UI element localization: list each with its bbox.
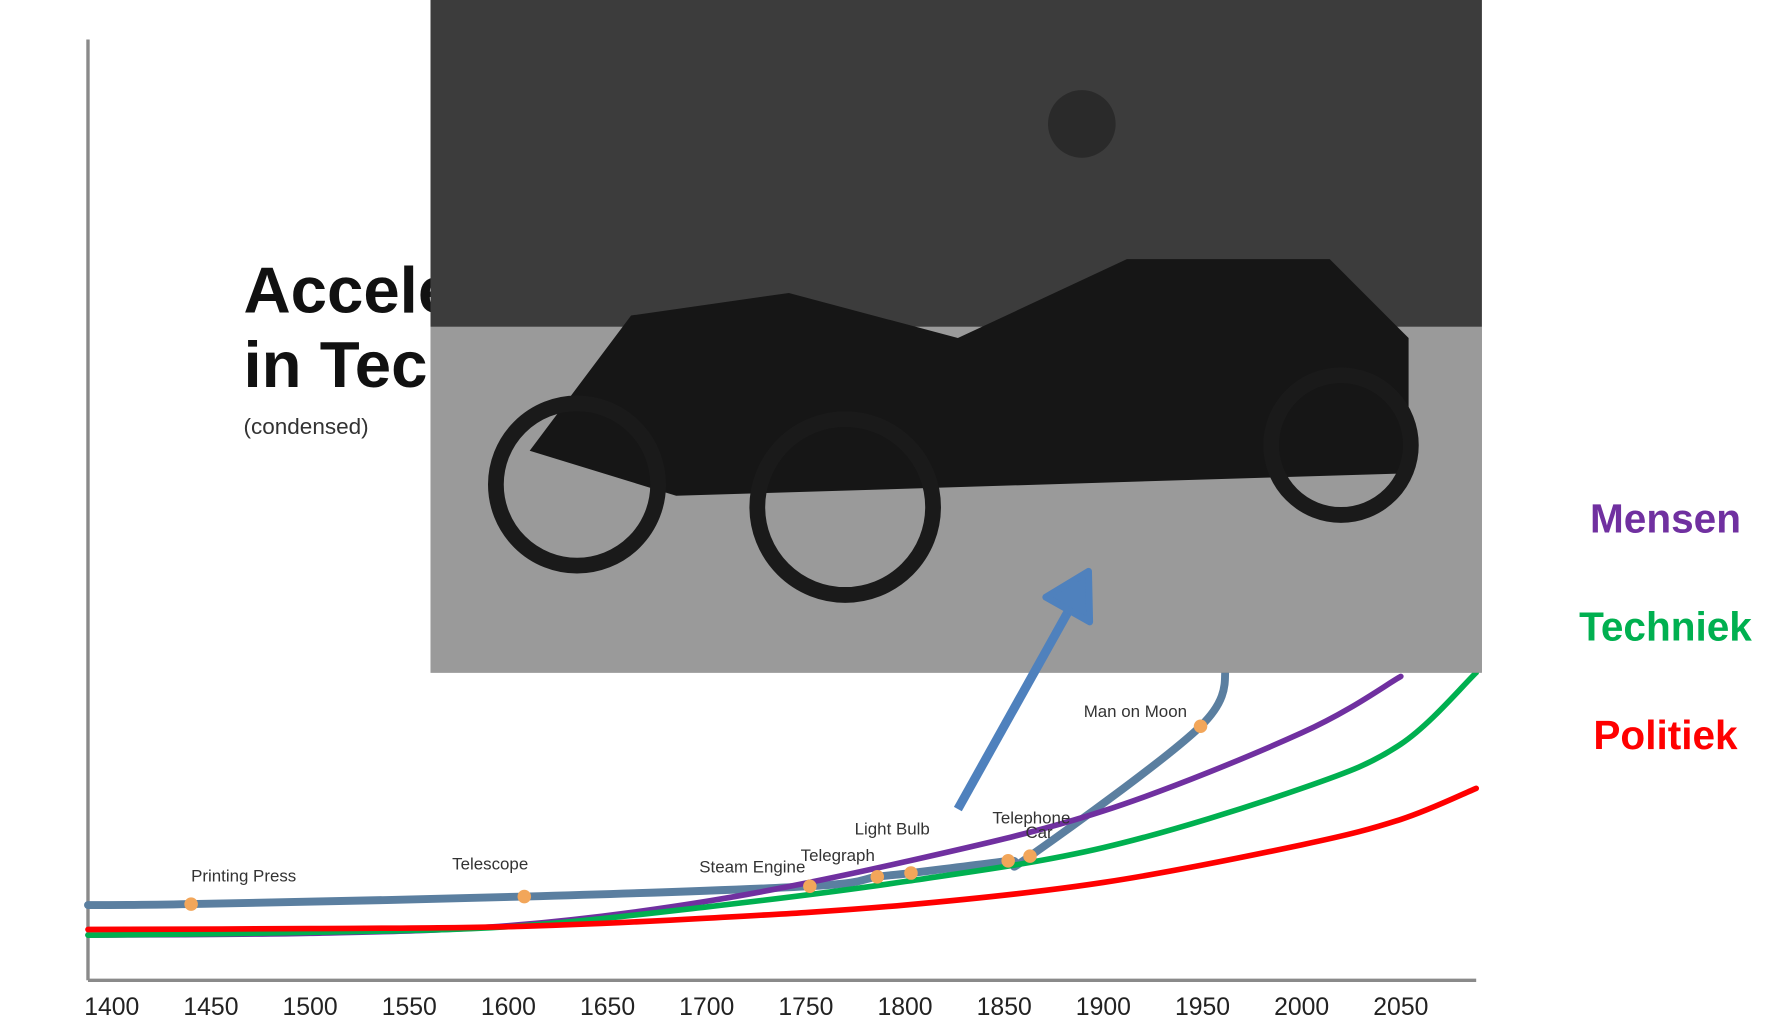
- event-label: Telescope: [452, 854, 528, 873]
- x-tick-label: 2050: [1373, 994, 1428, 1021]
- x-tick-label: 1400: [84, 994, 139, 1021]
- x-tick-label: 1450: [183, 994, 238, 1021]
- x-tick-label: 1850: [977, 994, 1032, 1021]
- event-label: Man on Moon: [1084, 702, 1187, 721]
- x-tick-label: 1750: [778, 994, 833, 1021]
- event-marker: [871, 870, 885, 884]
- legend-entry: Techniek: [1579, 604, 1752, 650]
- page: Acceleration in Technology (condensed) 1…: [0, 0, 1767, 1022]
- event-marker: [1194, 720, 1208, 734]
- x-tick-label: 1500: [283, 994, 338, 1021]
- legend-entry: Politiek: [1593, 712, 1738, 758]
- photo-driver: [1048, 90, 1116, 158]
- event-label: Light Bulb: [855, 820, 930, 839]
- x-tick-label: 1700: [679, 994, 734, 1021]
- x-tick-label: 1650: [580, 994, 635, 1021]
- event-label: Steam Engine: [699, 858, 805, 877]
- x-tick-label: 1900: [1076, 994, 1131, 1021]
- event-label: Printing Press: [191, 867, 296, 886]
- series-line: [88, 673, 1476, 936]
- event-marker: [1023, 849, 1037, 863]
- photo: [431, 0, 1482, 673]
- event-marker: [904, 866, 918, 880]
- event-label: Telegraph: [801, 846, 875, 865]
- slide: Acceleration in Technology (condensed) 1…: [0, 0, 1767, 1022]
- legend-entry: Mensen: [1590, 495, 1741, 541]
- x-tick-label: 1950: [1175, 994, 1230, 1021]
- x-tick-label: 1600: [481, 994, 536, 1021]
- event-marker: [184, 897, 198, 911]
- legend: Mensen Techniek Politiek: [1579, 495, 1752, 757]
- event-label: Car: [1025, 823, 1053, 842]
- event-marker: [1001, 854, 1015, 868]
- series-line: [88, 676, 1401, 935]
- x-tick-label: 1550: [382, 994, 437, 1021]
- event-marker: [803, 879, 817, 893]
- x-tick-label: 2000: [1274, 994, 1329, 1021]
- subtitle: (condensed): [243, 414, 368, 439]
- event-marker: [518, 890, 532, 904]
- x-tick-label: 1800: [877, 994, 932, 1021]
